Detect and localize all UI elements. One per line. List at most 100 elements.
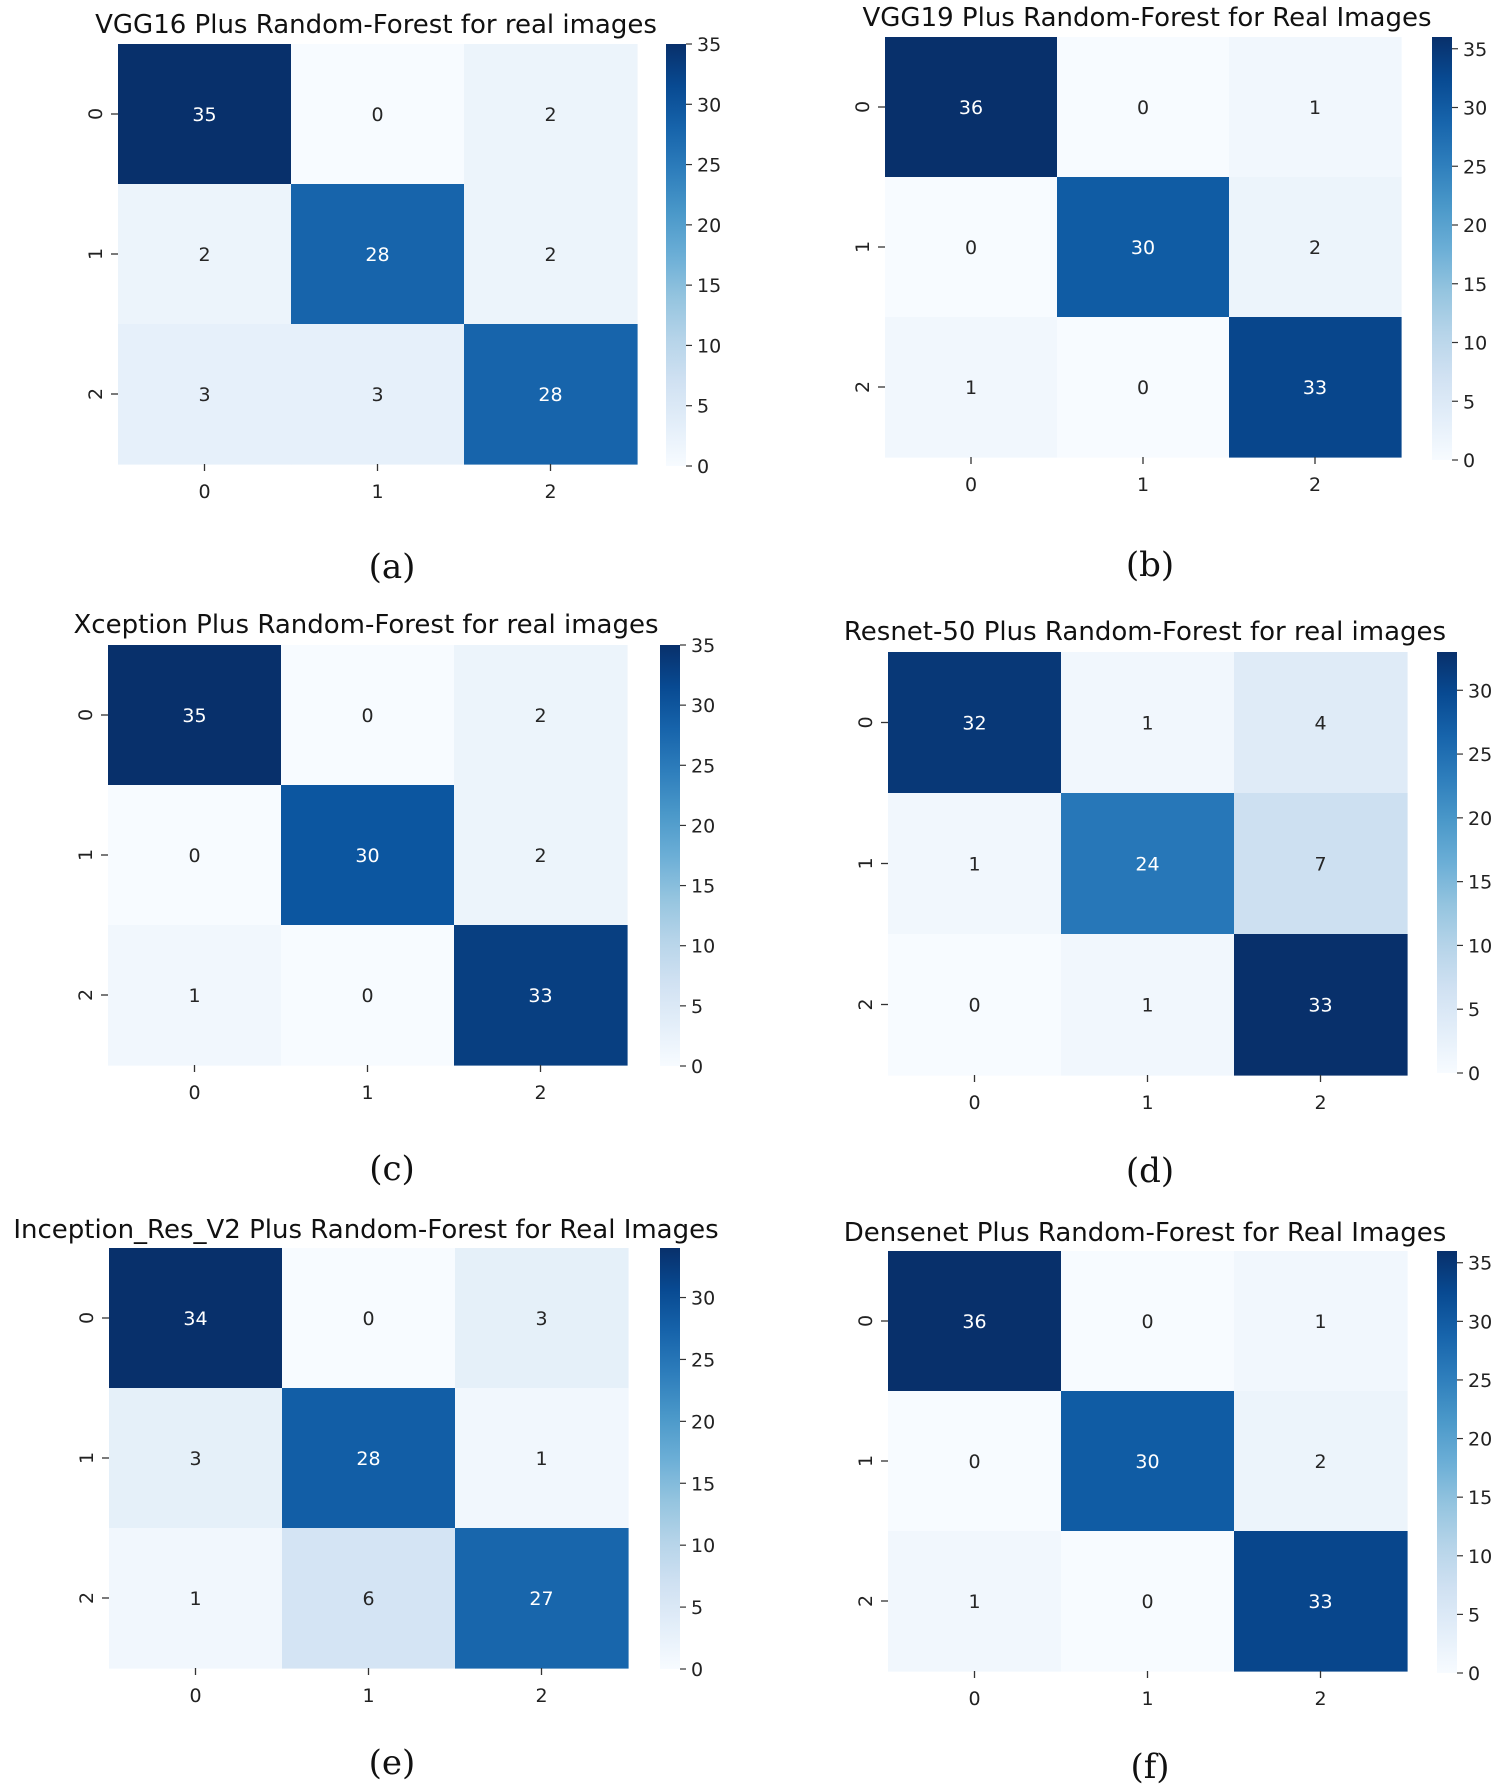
heatmap-cell: [455, 1388, 629, 1529]
heatmap-cell: [291, 44, 465, 185]
cell-value-label: 2: [534, 705, 546, 727]
cell-value-label: 7: [1314, 854, 1326, 876]
cell-value-label: 1: [189, 1588, 201, 1610]
colorbar-tick-label: 0: [691, 1659, 703, 1681]
colorbar-tick-label: 35: [697, 34, 721, 56]
heatmap-cell: [885, 317, 1058, 458]
cell-value-label: 28: [356, 1448, 380, 1470]
cell-value-label: 0: [968, 1451, 980, 1473]
cell-value-label: 2: [1314, 1451, 1326, 1473]
colorbar-tick-label: 5: [1468, 1604, 1480, 1626]
heatmap-cell: [1057, 177, 1230, 318]
cell-value-label: 3: [535, 1308, 547, 1330]
colorbar-tick-label: 30: [697, 94, 721, 116]
cell-value-label: 30: [1131, 237, 1155, 259]
colorbar-tick-label: 30: [691, 695, 715, 717]
heatmap-cell: [1234, 652, 1408, 794]
x-tick-label: 0: [968, 1092, 980, 1114]
cell-value-label: 4: [1314, 713, 1326, 735]
cell-value-label: 0: [1141, 1591, 1153, 1613]
x-tick-label: 0: [965, 474, 977, 496]
panel-caption: (b): [1126, 545, 1174, 585]
heatmap-cell: [118, 184, 292, 325]
heatmap-cell: [1061, 652, 1235, 794]
colorbar-tick-label: 15: [1468, 1487, 1492, 1509]
cell-value-label: 0: [1137, 377, 1149, 399]
heatmap-cell: [1061, 1391, 1235, 1532]
heatmap-cell: [1234, 793, 1408, 935]
heatmap-cell: [888, 934, 1062, 1076]
colorbar-tick-label: 30: [1468, 680, 1492, 702]
cell-value-label: 30: [1135, 1451, 1159, 1473]
heatmap-cell: [1234, 1251, 1408, 1392]
colorbar: [660, 1248, 680, 1669]
panel-title: VGG16 Plus Random-Forest for real images: [95, 10, 657, 40]
colorbar-tick-label: 20: [691, 1411, 715, 1433]
cell-value-label: 33: [1303, 377, 1327, 399]
colorbar-tick-label: 25: [1468, 744, 1492, 766]
colorbar-tick-label: 0: [1468, 1063, 1480, 1085]
heatmap-cell: [888, 652, 1062, 794]
cell-value-label: 0: [965, 237, 977, 259]
heatmap-cell: [291, 324, 465, 465]
x-tick-label: 0: [198, 481, 210, 503]
panel-caption: (e): [369, 1743, 416, 1783]
cell-value-label: 3: [371, 384, 383, 406]
cell-value-label: 24: [1135, 854, 1159, 876]
heatmap-cell: [1234, 1391, 1408, 1532]
colorbar-tick-label: 35: [1468, 1253, 1492, 1275]
colorbar-tick-label: 5: [1468, 999, 1480, 1021]
colorbar-tick-label: 35: [691, 635, 715, 657]
colorbar: [660, 645, 680, 1066]
heatmap-cell: [108, 645, 282, 786]
colorbar-tick-label: 30: [1468, 1311, 1492, 1333]
heatmap-cell: [108, 785, 282, 926]
heatmap-cell: [1234, 934, 1408, 1076]
colorbar-tick-label: 10: [1463, 333, 1487, 355]
colorbar-tick-label: 5: [691, 1597, 703, 1619]
cell-value-label: 1: [968, 1591, 980, 1613]
cell-value-label: 0: [1141, 1311, 1153, 1333]
y-tick-label: 2: [76, 1592, 98, 1604]
x-tick-label: 2: [534, 1082, 546, 1104]
colorbar: [1437, 1251, 1457, 1673]
heatmap-cell: [888, 1531, 1062, 1672]
cell-value-label: 2: [1309, 237, 1321, 259]
cell-value-label: 3: [198, 384, 210, 406]
heatmap-cell: [1234, 1531, 1408, 1672]
panel-title: Xception Plus Random-Forest for real ima…: [73, 610, 658, 640]
cell-value-label: 36: [962, 1311, 986, 1333]
y-tick-label: 1: [76, 1452, 98, 1464]
cell-value-label: 27: [529, 1588, 553, 1610]
panel-title: Resnet-50 Plus Random-Forest for real im…: [844, 617, 1446, 647]
cell-value-label: 0: [1137, 97, 1149, 119]
cell-value-label: 32: [962, 713, 986, 735]
x-tick-label: 2: [1314, 1688, 1326, 1710]
y-tick-label: 2: [852, 381, 874, 393]
y-tick-label: 1: [85, 248, 107, 260]
x-tick-label: 0: [189, 1685, 201, 1707]
y-tick-label: 1: [852, 241, 874, 253]
heatmap-cell: [109, 1248, 283, 1389]
colorbar-tick-label: 0: [691, 1056, 703, 1078]
heatmap-cell: [454, 925, 628, 1066]
y-tick-label: 2: [855, 998, 877, 1010]
panel-caption: (c): [369, 1149, 415, 1189]
cell-value-label: 2: [534, 845, 546, 867]
heatmap-cell: [1229, 177, 1402, 318]
cell-value-label: 0: [188, 845, 200, 867]
panel-caption: (a): [369, 547, 416, 587]
y-tick-label: 1: [75, 849, 97, 861]
colorbar-tick-label: 10: [1468, 1546, 1492, 1568]
colorbar-tick-label: 25: [691, 1349, 715, 1371]
heatmap-cell: [1061, 793, 1235, 935]
colorbar-tick-label: 5: [691, 996, 703, 1018]
colorbar-tick-label: 25: [1463, 156, 1487, 178]
x-tick-label: 1: [361, 1082, 373, 1104]
colorbar-tick-label: 5: [697, 396, 709, 418]
heatmap-cell: [108, 925, 282, 1066]
heatmap-cell: [464, 324, 638, 465]
heatmap-cell: [281, 645, 455, 786]
heatmap-cell: [464, 184, 638, 325]
x-tick-label: 1: [1141, 1688, 1153, 1710]
